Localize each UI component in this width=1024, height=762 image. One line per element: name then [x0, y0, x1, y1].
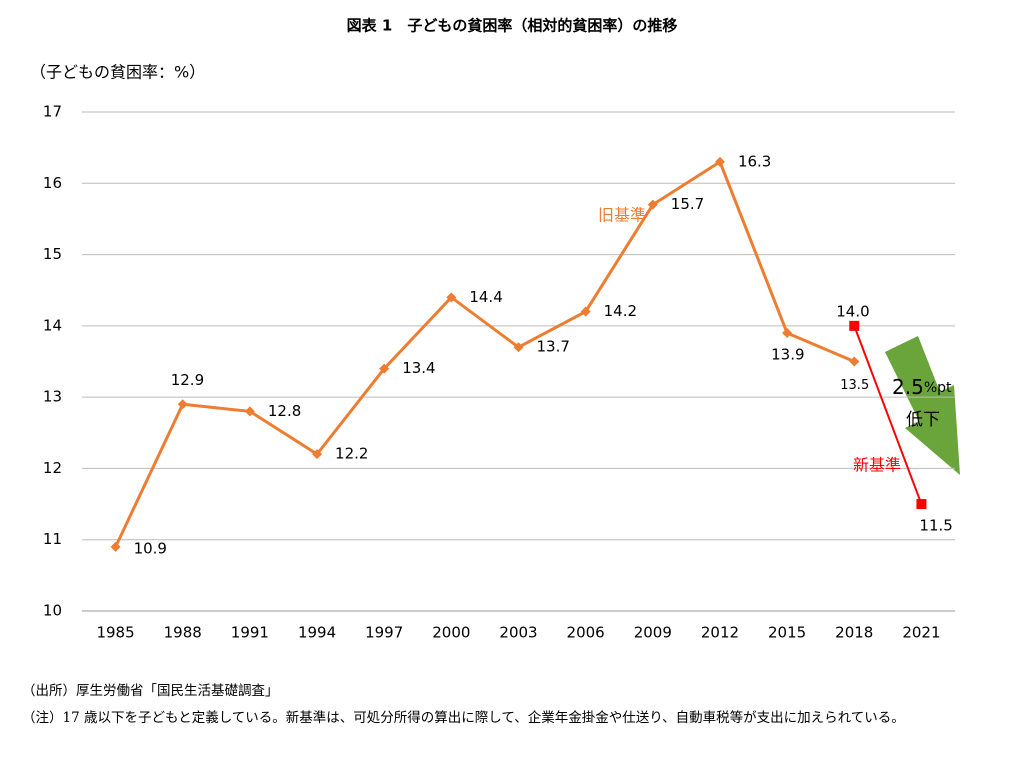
annotation-label: 低下	[906, 410, 940, 430]
x-tick-label: 2015	[768, 624, 806, 642]
x-tick-label: 2006	[567, 624, 605, 642]
marker	[916, 499, 927, 510]
value-label: 14.4	[469, 288, 502, 306]
value-label: 11.5	[919, 517, 952, 535]
x-tick-label: 1997	[365, 624, 403, 642]
x-tick-label: 1988	[164, 624, 202, 642]
y-tick-label: 12	[43, 459, 62, 477]
y-tick-label: 11	[43, 530, 62, 548]
x-tick-label: 1991	[231, 624, 269, 642]
value-label: 13.9	[771, 345, 804, 363]
chart: 図表 1 子どもの貧困率（相対的貧困率）の推移 （子どもの貧困率：%） 10 11…	[30, 17, 960, 642]
marker	[714, 156, 725, 167]
y-tick-label: 16	[43, 174, 62, 192]
marker	[580, 306, 591, 317]
note: （注）17 歳以下を子どもと定義している。新基準は、可処分所得の算出に際して、企…	[22, 710, 905, 726]
series-line	[853, 325, 923, 505]
series-label: 旧基準	[598, 206, 646, 225]
value-label: 14.2	[604, 302, 637, 320]
x-tick-label: 2000	[432, 624, 470, 642]
marker	[312, 449, 323, 460]
value-label: 14.0	[836, 302, 869, 320]
value-label: 12.9	[171, 371, 204, 389]
series-line	[114, 159, 855, 548]
value-label: 16.3	[738, 152, 771, 170]
annotation-unit: %pt	[924, 380, 952, 396]
x-tick-label: 2012	[701, 624, 739, 642]
y-tick-label: 10	[43, 602, 62, 620]
y-tick-label: 15	[43, 245, 62, 263]
annotation-value: 2.5	[892, 375, 924, 399]
marker	[244, 406, 255, 417]
y-tick-label: 14	[43, 316, 62, 334]
x-tick-label: 2018	[835, 624, 873, 642]
value-label: 10.9	[134, 539, 167, 557]
y-tick-label: 17	[43, 103, 62, 121]
marker	[513, 342, 524, 353]
x-tick-label: 1985	[96, 624, 134, 642]
x-tick-label: 2009	[634, 624, 672, 642]
marker	[782, 327, 793, 338]
value-label: 12.2	[335, 445, 368, 463]
annotation: 2.5%pt	[892, 375, 952, 399]
drop-arrow	[885, 336, 960, 475]
x-tick-label: 2003	[499, 624, 537, 642]
chart-title: 図表 1 子どもの貧困率（相対的貧困率）の推移	[347, 17, 678, 35]
value-label: 15.7	[671, 195, 704, 213]
y-axis-label: （子どもの貧困率：%）	[30, 63, 205, 82]
marker	[647, 199, 658, 210]
value-label: 13.4	[402, 359, 435, 377]
marker	[110, 541, 121, 552]
value-label: 13.5	[840, 378, 869, 393]
notes: （出所）厚生労働省「国民生活基礎調査」 （注）17 歳以下を子どもと定義している…	[22, 678, 997, 732]
marker	[177, 399, 188, 410]
x-tick-label: 2021	[902, 624, 940, 642]
value-label: 12.8	[268, 402, 301, 420]
marker	[379, 363, 390, 374]
note: （出所）厚生労働省「国民生活基礎調査」	[22, 683, 279, 699]
marker	[849, 320, 860, 331]
y-tick-label: 13	[43, 388, 62, 406]
x-tick-label: 1994	[298, 624, 336, 642]
marker	[849, 356, 860, 367]
value-label: 13.7	[537, 338, 570, 356]
series-label: 新基準	[853, 456, 901, 475]
marker	[446, 292, 457, 303]
